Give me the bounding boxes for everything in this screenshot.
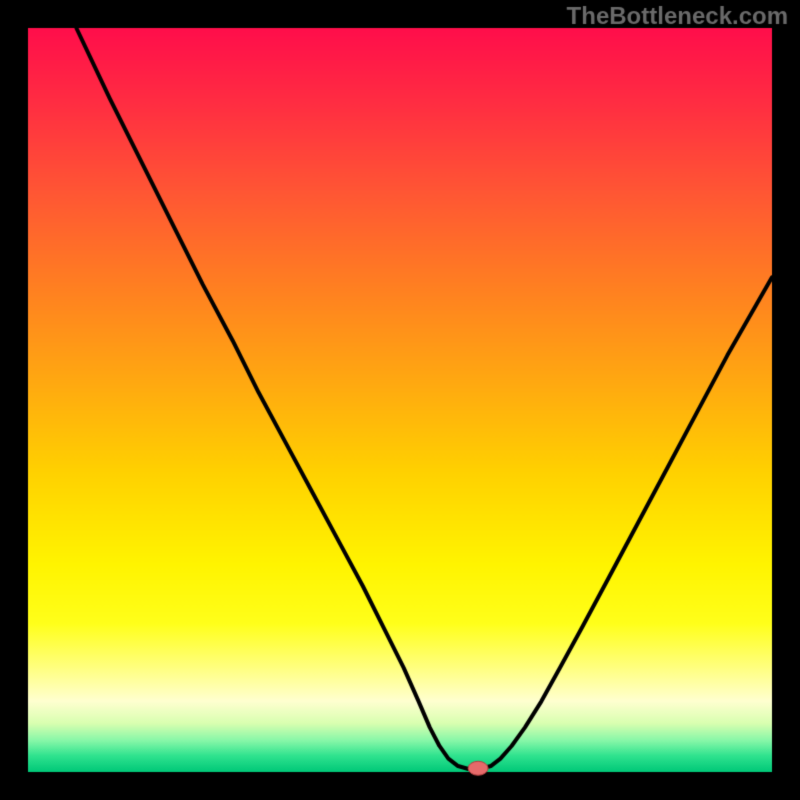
- bottleneck-chart: [0, 0, 800, 800]
